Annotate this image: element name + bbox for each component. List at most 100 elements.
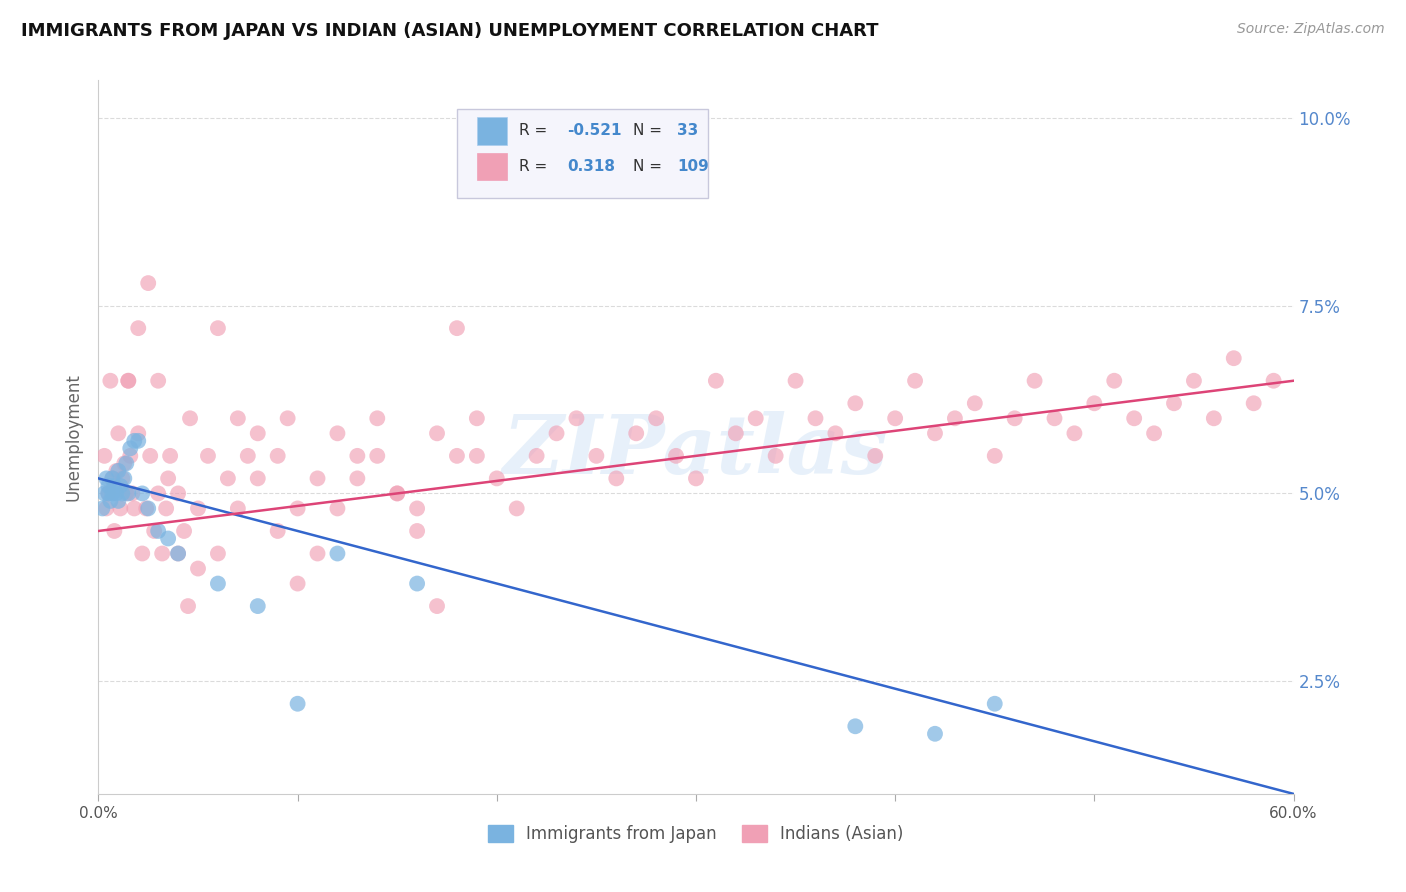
- Text: IMMIGRANTS FROM JAPAN VS INDIAN (ASIAN) UNEMPLOYMENT CORRELATION CHART: IMMIGRANTS FROM JAPAN VS INDIAN (ASIAN) …: [21, 22, 879, 40]
- Point: [226, 501, 249, 516]
- Point: [1104, 374, 1126, 388]
- Point: [91, 501, 114, 516]
- Point: [173, 524, 195, 538]
- Text: 109: 109: [676, 159, 709, 174]
- Point: [143, 524, 166, 538]
- Point: [110, 479, 132, 493]
- Point: [93, 486, 115, 500]
- Point: [105, 486, 128, 500]
- Point: [963, 396, 986, 410]
- Point: [765, 449, 787, 463]
- Point: [103, 479, 125, 493]
- Point: [844, 396, 866, 410]
- Text: R =: R =: [519, 159, 553, 174]
- Point: [98, 494, 122, 508]
- Point: [1223, 351, 1246, 366]
- Point: [1202, 411, 1225, 425]
- Point: [465, 449, 488, 463]
- Point: [585, 449, 607, 463]
- Point: [187, 561, 209, 575]
- Point: [121, 486, 143, 500]
- Point: [287, 697, 309, 711]
- Point: [107, 464, 129, 478]
- Point: [96, 501, 118, 516]
- Point: [93, 449, 115, 463]
- Point: [984, 697, 1007, 711]
- Point: [97, 486, 120, 500]
- Point: [884, 411, 907, 425]
- Point: [546, 426, 568, 441]
- Point: [246, 426, 269, 441]
- Text: -0.521: -0.521: [567, 123, 621, 138]
- Point: [785, 374, 807, 388]
- Point: [824, 426, 846, 441]
- Point: [207, 576, 229, 591]
- Text: 33: 33: [676, 123, 699, 138]
- Point: [1004, 411, 1026, 425]
- Text: Source: ZipAtlas.com: Source: ZipAtlas.com: [1237, 22, 1385, 37]
- Point: [1024, 374, 1046, 388]
- Point: [98, 374, 122, 388]
- Point: [1182, 374, 1205, 388]
- Point: [246, 471, 269, 485]
- Point: [167, 486, 190, 500]
- Point: [112, 471, 135, 485]
- Point: [179, 411, 201, 425]
- Point: [148, 374, 170, 388]
- Point: [107, 494, 129, 508]
- Point: [157, 532, 180, 546]
- Point: [117, 486, 139, 500]
- Point: [326, 547, 349, 561]
- Point: [287, 501, 309, 516]
- Point: [157, 471, 180, 485]
- Point: [127, 426, 149, 441]
- Point: [346, 471, 368, 485]
- Point: [943, 411, 966, 425]
- Point: [426, 426, 449, 441]
- Point: [385, 486, 409, 500]
- Point: [101, 471, 124, 485]
- Point: [1143, 426, 1166, 441]
- Point: [177, 599, 200, 613]
- Point: [111, 486, 134, 500]
- Point: [115, 456, 138, 470]
- Text: N =: N =: [633, 159, 666, 174]
- FancyBboxPatch shape: [477, 153, 508, 180]
- Point: [724, 426, 747, 441]
- Point: [704, 374, 727, 388]
- Point: [366, 411, 388, 425]
- Point: [131, 486, 153, 500]
- Point: [326, 426, 349, 441]
- Point: [984, 449, 1007, 463]
- Point: [685, 471, 707, 485]
- Point: [1063, 426, 1085, 441]
- Point: [101, 471, 124, 485]
- Point: [139, 449, 162, 463]
- Point: [865, 449, 887, 463]
- Text: R =: R =: [519, 123, 553, 138]
- Point: [385, 486, 409, 500]
- Point: [246, 599, 269, 613]
- Point: [112, 456, 135, 470]
- Point: [465, 411, 488, 425]
- Point: [326, 501, 349, 516]
- Point: [127, 321, 149, 335]
- Point: [267, 449, 290, 463]
- Point: [267, 524, 290, 538]
- Point: [159, 449, 181, 463]
- Point: [207, 321, 229, 335]
- Point: [1043, 411, 1066, 425]
- Point: [745, 411, 768, 425]
- Y-axis label: Unemployment: Unemployment: [65, 373, 83, 501]
- Point: [148, 486, 170, 500]
- Point: [107, 426, 129, 441]
- Point: [110, 501, 132, 516]
- Point: [135, 501, 157, 516]
- Point: [346, 449, 368, 463]
- Point: [307, 471, 329, 485]
- Point: [307, 547, 329, 561]
- Point: [105, 464, 128, 478]
- Point: [485, 471, 508, 485]
- Point: [844, 719, 866, 733]
- Point: [1123, 411, 1146, 425]
